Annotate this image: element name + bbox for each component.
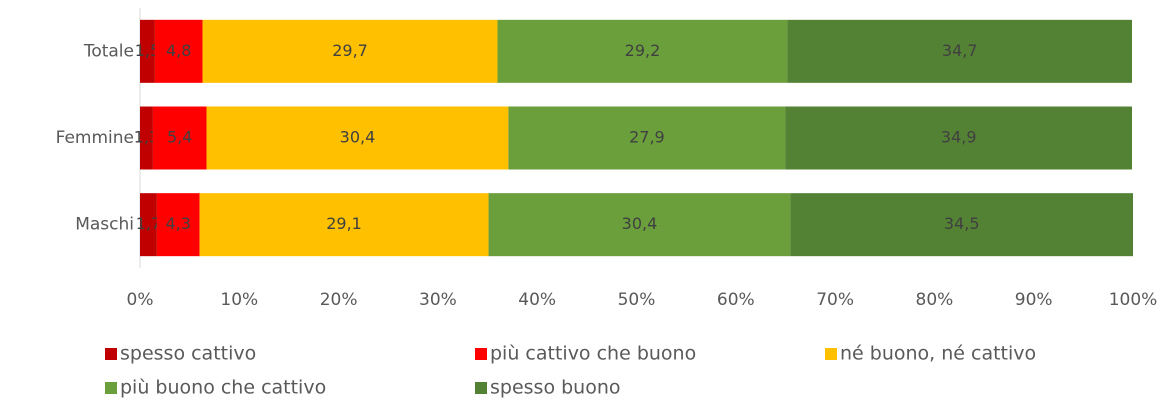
legend-swatch	[475, 348, 487, 360]
data-label: 5,4	[167, 128, 192, 147]
data-label: 30,4	[622, 214, 658, 233]
data-label: 1,5	[135, 41, 160, 60]
bar-segment	[787, 19, 1133, 83]
legend-label: spesso buono	[490, 377, 621, 399]
x-tick-label: 10%	[220, 290, 258, 310]
bar-segment	[785, 106, 1133, 170]
x-tick-label: 90%	[1015, 290, 1053, 310]
x-tick-label: 100%	[1109, 290, 1158, 310]
data-label: 4,8	[166, 41, 191, 60]
data-label: 1,7	[136, 214, 161, 233]
x-tick-label: 60%	[717, 290, 755, 310]
x-tick-label: 80%	[916, 290, 954, 310]
bar-segment	[152, 106, 207, 170]
bar-segment	[156, 193, 200, 257]
data-label: 29,1	[326, 214, 362, 233]
legend-swatch	[825, 348, 837, 360]
legend-swatch	[475, 382, 487, 394]
y-tick-label: Maschi	[75, 215, 134, 235]
bar-segment	[154, 19, 203, 83]
bar-segment	[199, 193, 489, 257]
bar-segment	[497, 19, 788, 83]
data-label: 29,7	[332, 41, 368, 60]
data-label: 4,3	[166, 214, 191, 233]
legend-label: più buono che cattivo	[120, 377, 326, 399]
bar-segment	[140, 193, 157, 257]
legend-label: spesso cattivo	[120, 343, 256, 365]
x-tick-label: 70%	[816, 290, 854, 310]
bar-segment	[206, 106, 509, 170]
data-label: 30,4	[340, 128, 376, 147]
legend-label: né buono, né cattivo	[840, 343, 1036, 365]
bar-segment	[508, 106, 786, 170]
bar-segment	[790, 193, 1133, 257]
data-label: 34,5	[944, 214, 980, 233]
legend-swatch	[105, 382, 117, 394]
data-label: 29,2	[625, 41, 661, 60]
bar-segment	[202, 19, 498, 83]
bar-segment	[140, 106, 153, 170]
bar-segment	[140, 19, 155, 83]
data-label: 34,7	[942, 41, 978, 60]
legend-swatch	[105, 348, 117, 360]
legend-label: più cattivo che buono	[490, 343, 696, 365]
y-tick-label: Femmine	[56, 128, 134, 148]
data-label: 1,3	[134, 128, 159, 147]
data-label: 27,9	[629, 128, 665, 147]
x-tick-label: 40%	[518, 290, 556, 310]
y-tick-label: Totale	[83, 41, 134, 61]
x-tick-label: 30%	[419, 290, 457, 310]
bar-segment	[488, 193, 791, 257]
x-tick-label: 50%	[618, 290, 656, 310]
x-tick-label: 20%	[320, 290, 358, 310]
x-tick-label: 0%	[127, 290, 154, 310]
data-label: 34,9	[941, 128, 977, 147]
